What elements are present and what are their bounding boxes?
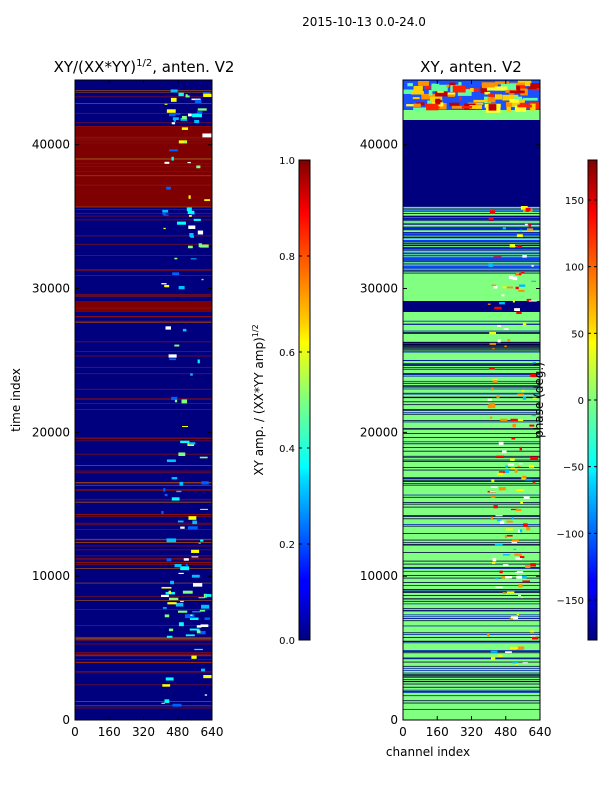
phase-colorbar-label: phase (deg.) xyxy=(532,362,546,438)
phase-colorbar-tick-label: 100 xyxy=(565,263,584,274)
time-axis-label: time index xyxy=(9,368,23,432)
amplitude-axes: 0 160 320 480 640 0 10000 20000 30000 40000 xyxy=(32,80,224,739)
phase-colorbar-tick-label: 150 xyxy=(565,196,584,207)
amplitude-colorbar-tick-label: 0.4 xyxy=(279,444,295,455)
phase-y-tick-label: 0 xyxy=(390,713,398,727)
phase-x-tick-label: 320 xyxy=(460,725,483,739)
amplitude-panel: XY/(XX*YY)1/2, anten. V2 0 160 320 480 640 0 1… xyxy=(9,58,234,739)
phase-colorbar-tick-label: 50 xyxy=(571,329,584,340)
phase-colorbar-tick-label: 0 xyxy=(578,396,584,407)
amplitude-title-rest: , anten. V2 xyxy=(152,58,234,76)
amplitude-x-tick-label: 640 xyxy=(201,725,224,739)
amplitude-colorbar-tick-label: 0.8 xyxy=(279,252,295,263)
phase-heatmap xyxy=(403,80,540,720)
amplitude-panel-title: XY/(XX*YY)1/2, anten. V2 xyxy=(54,58,235,76)
amplitude-y-tick-label: 0 xyxy=(62,713,70,727)
phase-panel-title: XY, anten. V2 xyxy=(420,58,522,76)
amplitude-heatmap xyxy=(75,80,212,720)
amplitude-colorbar-label: XY amp. / (XX*YY amp)1/2 xyxy=(251,324,266,475)
amplitude-colorbar: 0.0 0.2 0.4 0.6 0.8 1.0 XY amp. / (XX*YY amp)… xyxy=(251,156,311,647)
phase-colorbar-tick-label: −50 xyxy=(563,463,584,474)
phase-colorbar-tick-label: −150 xyxy=(557,596,584,607)
amplitude-colorbar-label-main: XY amp. / (XX*YY amp) xyxy=(252,337,266,475)
amplitude-colorbar-ticks: 0.0 0.2 0.4 0.6 0.8 1.0 xyxy=(279,156,310,647)
amplitude-title-exponent: 1/2 xyxy=(136,58,152,69)
amplitude-colorbar-tick-label: 1.0 xyxy=(279,156,295,167)
amplitude-y-tick-label: 40000 xyxy=(32,138,70,152)
amplitude-x-tick-label: 480 xyxy=(166,725,189,739)
figure-suptitle: 2015-10-13 0.0-24.0 xyxy=(302,15,426,29)
amplitude-colorbar-tick-label: 0.2 xyxy=(279,540,295,551)
amplitude-x-tick-label: 160 xyxy=(98,725,121,739)
phase-x-tick-label: 480 xyxy=(494,725,517,739)
amplitude-colorbar-label-exponent: 1/2 xyxy=(251,324,260,337)
channel-axis-label: channel index xyxy=(386,745,470,759)
amplitude-colorbar-tick-label: 0.0 xyxy=(279,636,295,647)
phase-colorbar: −150 −100 −50 0 50 100 150 phase (deg.) xyxy=(532,159,598,641)
amplitude-y-tick-label: 30000 xyxy=(32,282,70,296)
phase-axes: 0 160 320 480 640 0 10000 20000 30000 40000 xyxy=(360,80,552,739)
phase-y-tick-label: 30000 xyxy=(360,282,398,296)
phase-panel: XY, anten. V2 0 160 320 480 640 0 10000 20000 30… xyxy=(360,58,552,759)
phase-x-tick-label: 640 xyxy=(529,725,552,739)
phase-colorbar-ticks: −150 −100 −50 0 50 100 150 xyxy=(557,196,597,607)
phase-y-tick-label: 40000 xyxy=(360,138,398,152)
amplitude-y-tick-label: 10000 xyxy=(32,569,70,583)
phase-y-tick-label: 20000 xyxy=(360,425,398,439)
phase-x-tick-label: 0 xyxy=(399,725,407,739)
amplitude-colorbar-gradient xyxy=(298,159,311,641)
amplitude-x-tick-label: 320 xyxy=(132,725,155,739)
phase-y-tick-label: 10000 xyxy=(360,569,398,583)
amplitude-y-tick-label: 20000 xyxy=(32,425,70,439)
amplitude-title-main: XY/(XX*YY) xyxy=(54,58,137,76)
phase-x-tick-label: 160 xyxy=(426,725,449,739)
amplitude-x-tick-label: 0 xyxy=(71,725,79,739)
phase-colorbar-tick-label: −100 xyxy=(557,529,584,540)
amplitude-colorbar-tick-label: 0.6 xyxy=(279,348,295,359)
